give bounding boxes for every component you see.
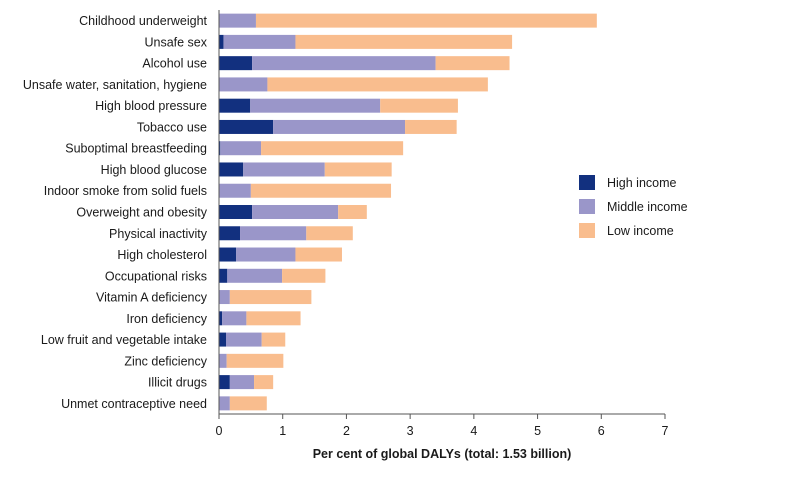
- category-label-alcohol-use: Alcohol use: [142, 57, 207, 71]
- x-tick-label-1: 1: [279, 424, 286, 438]
- category-label-high-blood-pressure: High blood pressure: [95, 99, 207, 113]
- x-tick-label-6: 6: [598, 424, 605, 438]
- x-tick-label-2: 2: [343, 424, 350, 438]
- bar-low-income-unsafe-sex: [295, 34, 513, 49]
- bar-middle-income-alcohol-use: [252, 56, 436, 71]
- bar-high-income-low-fruit-and-vegetable-intake: [219, 332, 227, 347]
- bar-middle-income-high-blood-pressure: [250, 98, 381, 113]
- legend-swatch-low-income: [579, 223, 595, 238]
- bar-high-income-tobacco-use: [219, 119, 274, 134]
- x-tick-label-0: 0: [216, 424, 223, 438]
- x-tick-label-7: 7: [662, 424, 669, 438]
- category-label-unsafe-water-sanitation-hygiene: Unsafe water, sanitation, hygiene: [23, 78, 207, 92]
- bar-middle-income-indoor-smoke-from-solid-fuels: [219, 183, 251, 198]
- legend-label-low-income: Low income: [607, 224, 674, 238]
- bar-middle-income-vitamin-a-deficiency: [219, 290, 230, 305]
- x-tick-label-5: 5: [534, 424, 541, 438]
- bar-middle-income-high-blood-glucose: [243, 162, 325, 177]
- bar-low-income-indoor-smoke-from-solid-fuels: [250, 183, 392, 198]
- bar-middle-income-unmet-contraceptive-need: [219, 396, 230, 411]
- bar-low-income-childhood-underweight: [255, 13, 597, 28]
- legend-swatch-middle-income: [579, 199, 595, 214]
- bar-high-income-unsafe-sex: [219, 34, 224, 49]
- x-tick-label-4: 4: [470, 424, 477, 438]
- bar-low-income-suboptimal-breastfeeding: [261, 141, 404, 156]
- bar-low-income-high-blood-pressure: [380, 98, 458, 113]
- bar-middle-income-low-fruit-and-vegetable-intake: [226, 332, 262, 347]
- bar-middle-income-iron-deficiency: [222, 311, 247, 326]
- bar-middle-income-tobacco-use: [273, 119, 406, 134]
- bar-low-income-overweight-and-obesity: [338, 205, 367, 219]
- bar-low-income-vitamin-a-deficiency: [229, 290, 312, 305]
- bar-low-income-alcohol-use: [435, 56, 510, 71]
- bar-middle-income-suboptimal-breastfeeding: [220, 141, 262, 156]
- bar-middle-income-zinc-deficiency: [219, 353, 227, 368]
- bar-low-income-high-cholesterol: [295, 247, 342, 262]
- legend-swatch-high-income: [579, 175, 595, 190]
- bar-middle-income-occupational-risks: [227, 268, 283, 283]
- bar-low-income-physical-inactivity: [306, 226, 353, 241]
- bar-high-income-occupational-risks: [219, 268, 228, 283]
- category-label-unmet-contraceptive-need: Unmet contraceptive need: [61, 397, 207, 411]
- bar-high-income-iron-deficiency: [219, 311, 223, 326]
- bar-high-income-overweight-and-obesity: [219, 205, 253, 219]
- bar-high-income-illicit-drugs: [219, 375, 230, 390]
- category-label-vitamin-a-deficiency: Vitamin A deficiency: [96, 291, 208, 305]
- bar-low-income-low-fruit-and-vegetable-intake: [261, 332, 286, 347]
- bar-high-income-alcohol-use: [219, 56, 253, 71]
- bar-low-income-tobacco-use: [405, 119, 457, 134]
- bar-middle-income-high-cholesterol: [236, 247, 296, 262]
- x-axis-ticks: 0 1 2 3 4 5 6 7: [216, 414, 669, 438]
- bar-middle-income-childhood-underweight: [219, 13, 256, 28]
- bar-low-income-zinc-deficiency: [226, 353, 284, 368]
- bar-low-income-illicit-drugs: [254, 375, 274, 390]
- category-label-suboptimal-breastfeeding: Suboptimal breastfeeding: [65, 142, 207, 156]
- bar-low-income-unsafe-water-sanitation-hygiene: [267, 77, 488, 92]
- bar-low-income-iron-deficiency: [246, 311, 301, 326]
- x-axis-title: Per cent of global DALYs (total: 1.53 bi…: [313, 447, 572, 461]
- category-label-illicit-drugs: Illicit drugs: [148, 376, 207, 390]
- bars-layer: [219, 13, 597, 411]
- bar-middle-income-overweight-and-obesity: [252, 205, 339, 219]
- category-label-tobacco-use: Tobacco use: [137, 120, 207, 134]
- bar-low-income-occupational-risks: [282, 268, 326, 283]
- bar-middle-income-unsafe-water-sanitation-hygiene: [219, 77, 268, 92]
- category-label-high-blood-glucose: High blood glucose: [101, 163, 207, 177]
- legend-label-high-income: High income: [607, 176, 677, 190]
- category-label-physical-inactivity: Physical inactivity: [109, 227, 208, 241]
- category-label-low-fruit-and-vegetable-intake: Low fruit and vegetable intake: [41, 333, 207, 347]
- bar-low-income-unmet-contraceptive-need: [229, 396, 267, 411]
- category-label-high-cholesterol: High cholesterol: [117, 248, 207, 262]
- category-label-overweight-and-obesity: Overweight and obesity: [76, 206, 207, 220]
- bar-high-income-high-blood-glucose: [219, 162, 244, 177]
- category-label-iron-deficiency: Iron deficiency: [126, 312, 207, 326]
- category-label-occupational-risks: Occupational risks: [105, 269, 207, 283]
- bar-low-income-high-blood-glucose: [324, 162, 392, 177]
- x-tick-label-3: 3: [407, 424, 414, 438]
- category-label-indoor-smoke-from-solid-fuels: Indoor smoke from solid fuels: [44, 184, 207, 198]
- category-label-childhood-underweight: Childhood underweight: [79, 14, 207, 28]
- legend: High income Middle income Low income: [579, 175, 688, 238]
- bar-high-income-suboptimal-breastfeeding: [219, 141, 221, 156]
- legend-label-middle-income: Middle income: [607, 200, 688, 214]
- bar-middle-income-physical-inactivity: [240, 226, 307, 241]
- bar-middle-income-illicit-drugs: [229, 375, 255, 390]
- bar-high-income-high-blood-pressure: [219, 98, 251, 113]
- bar-high-income-physical-inactivity: [219, 226, 241, 241]
- category-labels: Childhood underweight Unsafe sex Alcohol u…: [23, 14, 208, 411]
- category-label-zinc-deficiency: Zinc deficiency: [124, 354, 207, 368]
- category-label-unsafe-sex: Unsafe sex: [144, 35, 207, 49]
- bar-high-income-high-cholesterol: [219, 247, 237, 262]
- bar-middle-income-unsafe-sex: [223, 34, 296, 49]
